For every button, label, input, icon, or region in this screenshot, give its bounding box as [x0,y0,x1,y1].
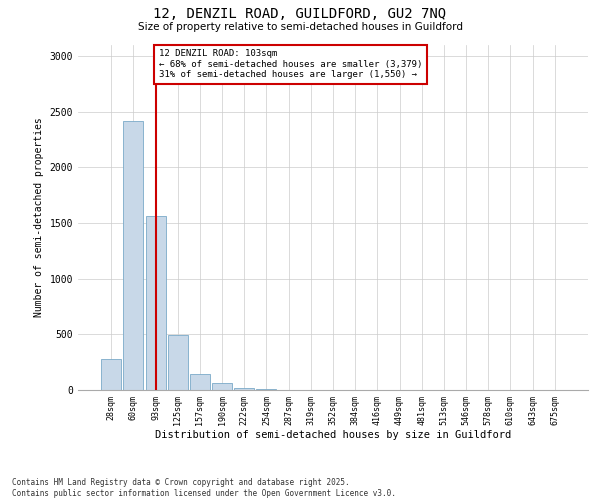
Bar [101,359,121,390]
Bar [190,374,210,390]
Text: 12, DENZIL ROAD, GUILDFORD, GU2 7NQ: 12, DENZIL ROAD, GUILDFORD, GU2 7NQ [154,8,446,22]
Text: 12 DENZIL ROAD: 103sqm
← 68% of semi-detached houses are smaller (3,379)
31% of : 12 DENZIL ROAD: 103sqm ← 68% of semi-det… [159,50,422,80]
Bar [212,384,232,390]
Bar [234,388,254,390]
X-axis label: Distribution of semi-detached houses by size in Guildford: Distribution of semi-detached houses by … [155,430,511,440]
Bar [146,216,166,390]
Bar [124,120,143,390]
Bar [256,389,277,390]
Bar [168,336,188,390]
Y-axis label: Number of semi-detached properties: Number of semi-detached properties [34,118,44,318]
Text: Size of property relative to semi-detached houses in Guildford: Size of property relative to semi-detach… [137,22,463,32]
Text: Contains HM Land Registry data © Crown copyright and database right 2025.
Contai: Contains HM Land Registry data © Crown c… [12,478,396,498]
